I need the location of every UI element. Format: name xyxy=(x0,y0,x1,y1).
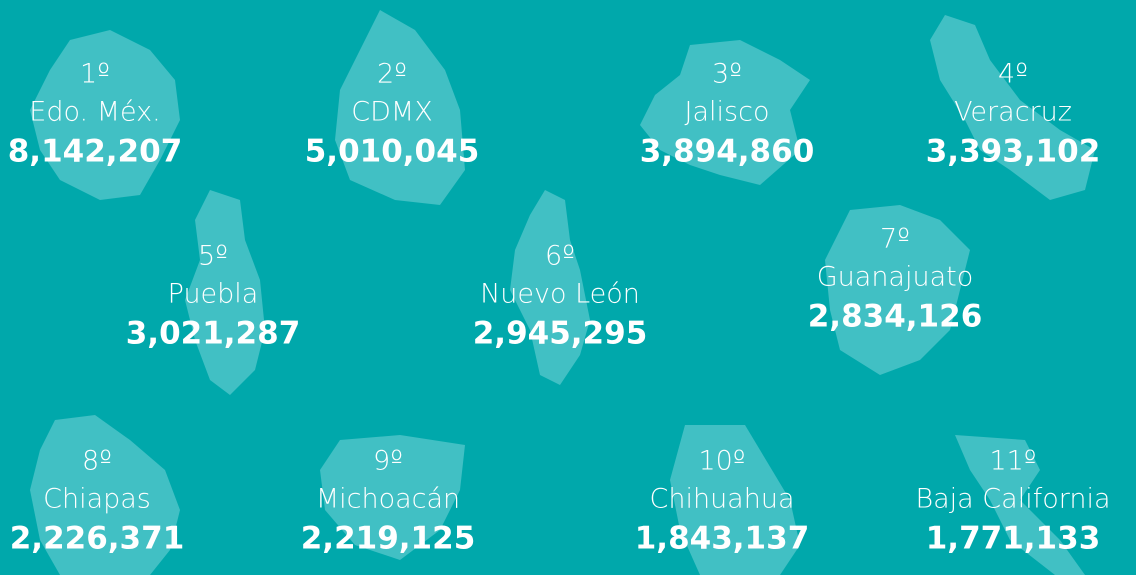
state-shape xyxy=(510,190,590,385)
state-shape xyxy=(30,30,180,200)
population: 1,843,137 xyxy=(635,521,810,557)
population: 5,010,045 xyxy=(305,134,480,170)
population: 2,226,371 xyxy=(10,521,185,557)
population: 2,219,125 xyxy=(301,521,476,557)
state-shape xyxy=(30,415,180,575)
rank: 4º xyxy=(998,59,1028,90)
rank: 1º xyxy=(80,59,110,90)
rank: 11º xyxy=(989,446,1036,477)
population: 2,834,126 xyxy=(808,299,983,335)
rank: 2º xyxy=(377,59,407,90)
state-shape xyxy=(185,190,265,395)
state-shape xyxy=(320,435,465,560)
state-name: Edo. Méx. xyxy=(29,97,160,128)
state-shapes xyxy=(30,10,1095,575)
population: 8,142,207 xyxy=(8,134,183,170)
population: 3,393,102 xyxy=(926,134,1101,170)
rank: 6º xyxy=(545,241,575,272)
state-name: Baja California xyxy=(915,484,1110,515)
rank: 3º xyxy=(712,59,742,90)
state-name: CDMX xyxy=(351,97,432,128)
labels: 1º Edo. Méx. 8,142,207 2º CDMX 5,010,045 3º Jal… xyxy=(8,59,1111,557)
population: 3,894,860 xyxy=(640,134,815,170)
state-shape xyxy=(670,425,800,575)
population: 3,021,287 xyxy=(126,316,301,352)
state-shape xyxy=(930,15,1095,200)
state-name: Chihuahua xyxy=(649,484,794,515)
state-name: Chiapas xyxy=(43,484,151,515)
state-name: Jalisco xyxy=(685,97,770,128)
state-name: Nuevo León xyxy=(480,279,640,310)
state-name: Guanajuato xyxy=(817,262,974,293)
rank: 8º xyxy=(82,446,112,477)
state-name: Veracruz xyxy=(954,97,1072,128)
rank: 9º xyxy=(373,446,403,477)
population: 2,945,295 xyxy=(473,316,648,352)
rank: 5º xyxy=(198,241,228,272)
rank: 10º xyxy=(698,446,745,477)
state-shape xyxy=(640,40,810,185)
population: 1,771,133 xyxy=(926,521,1101,557)
state-shape xyxy=(335,10,465,205)
state-name: Michoacán xyxy=(316,484,460,515)
state-name: Puebla xyxy=(168,279,259,310)
state-shape xyxy=(825,205,970,375)
state-shape xyxy=(955,435,1085,575)
rank: 7º xyxy=(880,224,910,255)
